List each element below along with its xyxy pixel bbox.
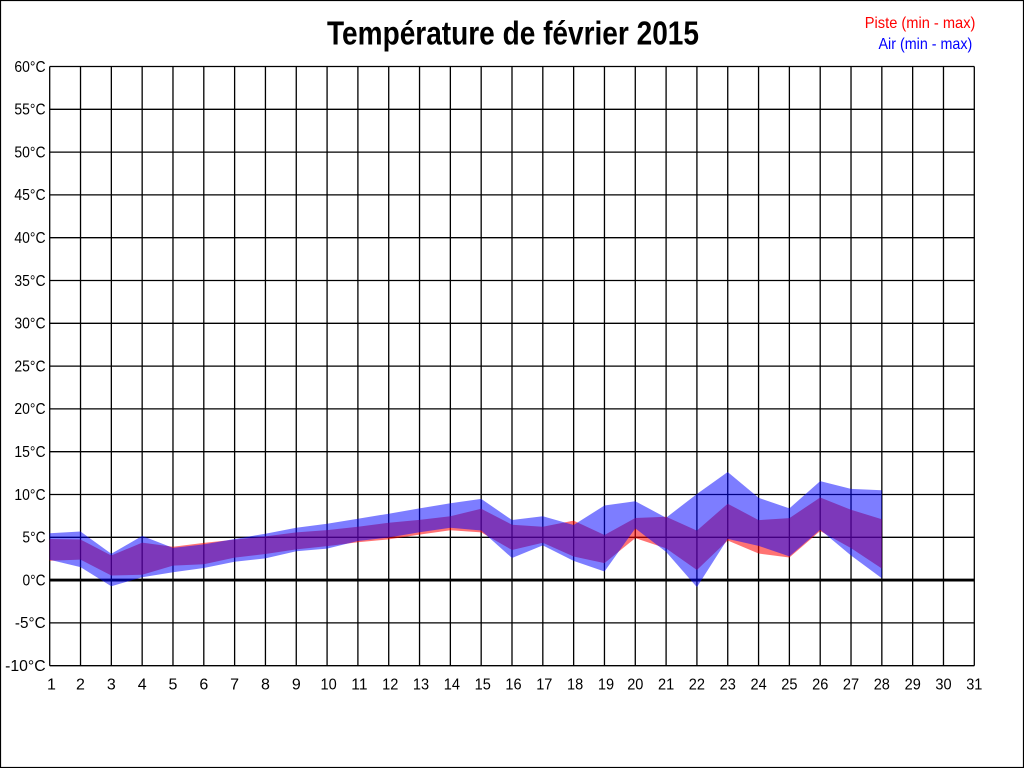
svg-text:25: 25 [781, 677, 797, 694]
svg-text:55°C: 55°C [14, 102, 45, 119]
svg-text:50°C: 50°C [14, 144, 45, 161]
svg-text:19: 19 [598, 677, 614, 694]
svg-text:24: 24 [751, 677, 767, 694]
svg-text:10°C: 10°C [14, 487, 45, 504]
svg-text:20°C: 20°C [14, 401, 45, 418]
svg-text:17: 17 [536, 677, 552, 694]
svg-text:4: 4 [138, 677, 147, 694]
svg-text:12: 12 [382, 677, 398, 694]
svg-text:20: 20 [627, 677, 643, 694]
svg-text:21: 21 [658, 677, 674, 694]
svg-text:Piste (min - max): Piste (min - max) [865, 15, 976, 32]
svg-text:30°C: 30°C [14, 316, 45, 333]
svg-text:10: 10 [321, 677, 337, 694]
svg-text:22: 22 [689, 677, 705, 694]
svg-text:-10°C: -10°C [5, 658, 46, 675]
svg-text:26: 26 [812, 677, 828, 694]
svg-text:15°C: 15°C [14, 444, 45, 461]
svg-text:2: 2 [76, 677, 85, 694]
svg-text:6: 6 [199, 677, 208, 694]
svg-text:30: 30 [935, 677, 951, 694]
svg-text:16: 16 [505, 677, 521, 694]
svg-text:8: 8 [261, 677, 270, 694]
svg-text:40°C: 40°C [14, 230, 45, 247]
svg-text:60°C: 60°C [14, 59, 45, 76]
svg-text:15: 15 [475, 677, 491, 694]
svg-text:45°C: 45°C [14, 187, 45, 204]
svg-text:35°C: 35°C [14, 273, 45, 290]
svg-text:23: 23 [720, 677, 736, 694]
svg-text:3: 3 [107, 677, 116, 694]
svg-text:28: 28 [874, 677, 890, 694]
svg-text:1: 1 [47, 677, 56, 694]
svg-text:-5°C: -5°C [15, 615, 46, 632]
svg-text:0°C: 0°C [23, 572, 46, 589]
svg-text:7: 7 [230, 677, 239, 694]
svg-text:29: 29 [905, 677, 921, 694]
svg-text:14: 14 [444, 677, 460, 694]
svg-text:11: 11 [351, 677, 367, 694]
svg-text:9: 9 [292, 677, 301, 694]
svg-text:Température de février 2015: Température de février 2015 [327, 15, 699, 52]
svg-text:5: 5 [169, 677, 178, 694]
svg-text:Air (min - max): Air (min - max) [879, 36, 973, 53]
svg-text:27: 27 [843, 677, 859, 694]
svg-text:25°C: 25°C [14, 358, 45, 375]
svg-text:18: 18 [567, 677, 583, 694]
svg-text:31: 31 [966, 677, 982, 694]
svg-text:5°C: 5°C [22, 530, 45, 547]
svg-text:13: 13 [413, 677, 429, 694]
